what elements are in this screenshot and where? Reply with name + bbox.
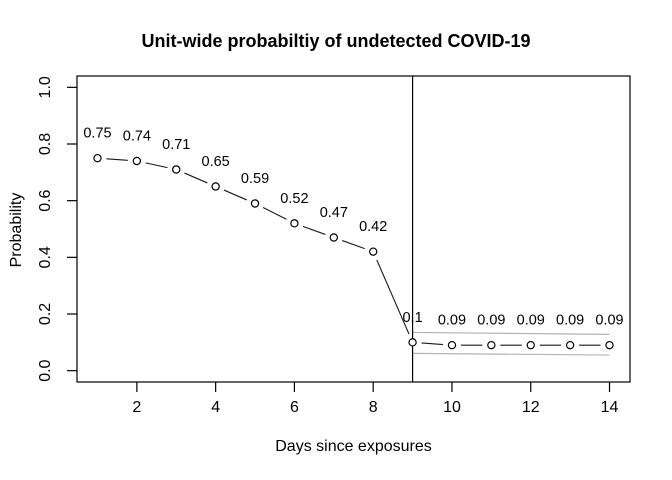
ci-lower-line xyxy=(412,352,610,356)
data-point xyxy=(487,340,496,350)
y-tick-label: 0.2 xyxy=(37,303,54,325)
series-segment xyxy=(376,259,410,335)
point-value-label: 0.42 xyxy=(359,219,387,235)
point-value-label: 0.52 xyxy=(280,191,308,207)
series-segment xyxy=(184,172,208,184)
x-tick-label: 2 xyxy=(132,399,141,416)
y-tick-label: 1.0 xyxy=(37,76,54,98)
data-point xyxy=(565,340,575,350)
y-axis-label: Probability xyxy=(8,192,25,268)
point-value-label: 0.65 xyxy=(202,154,230,170)
point-value-label: 0.1 xyxy=(402,310,422,326)
x-tick-label: 10 xyxy=(443,399,461,416)
point-value-label: 0.09 xyxy=(517,313,545,329)
chart-title: Unit-wide probabiltiy of undetected COVI… xyxy=(141,31,531,51)
x-tick-label: 12 xyxy=(522,399,540,416)
series-segment xyxy=(342,240,365,250)
point-value-label: 0.75 xyxy=(83,126,111,142)
series-segment xyxy=(262,207,287,220)
x-tick-label: 6 xyxy=(290,399,299,416)
data-point xyxy=(329,233,339,242)
plot-box xyxy=(76,75,631,383)
point-value-label: 0.09 xyxy=(438,313,466,329)
point-value-label: 0.09 xyxy=(595,313,623,329)
series-segment xyxy=(421,342,444,346)
point-value-label: 0.59 xyxy=(241,171,269,187)
x-tick-label: 4 xyxy=(211,399,220,416)
point-value-label: 0.71 xyxy=(162,137,190,153)
data-point xyxy=(408,338,417,347)
x-tick-label: 14 xyxy=(601,399,619,416)
data-point xyxy=(93,153,102,163)
y-tick-label: 0.4 xyxy=(37,246,54,268)
y-tick-label: 0.8 xyxy=(37,133,54,155)
data-point xyxy=(526,340,535,350)
ci-upper-line xyxy=(412,331,610,335)
y-tick-label: 0.6 xyxy=(37,189,54,211)
data-point xyxy=(290,219,299,228)
x-axis-label: Days since exposures xyxy=(275,438,432,455)
point-value-label: 0.09 xyxy=(477,313,505,329)
series-segment xyxy=(106,158,128,161)
series-segment xyxy=(302,225,326,235)
data-point xyxy=(605,340,614,350)
series-segment xyxy=(145,162,168,169)
data-point xyxy=(172,165,181,174)
y-tick-label: 0.0 xyxy=(37,359,54,381)
point-value-label: 0.09 xyxy=(556,313,584,329)
x-tick-label: 8 xyxy=(369,399,378,416)
point-value-label: 0.74 xyxy=(123,129,151,145)
series-segment xyxy=(223,189,247,201)
data-point xyxy=(211,182,220,191)
data-point xyxy=(368,247,378,256)
data-point xyxy=(250,199,260,208)
data-point xyxy=(132,156,142,166)
data-point xyxy=(447,340,457,350)
point-value-label: 0.47 xyxy=(320,205,348,221)
